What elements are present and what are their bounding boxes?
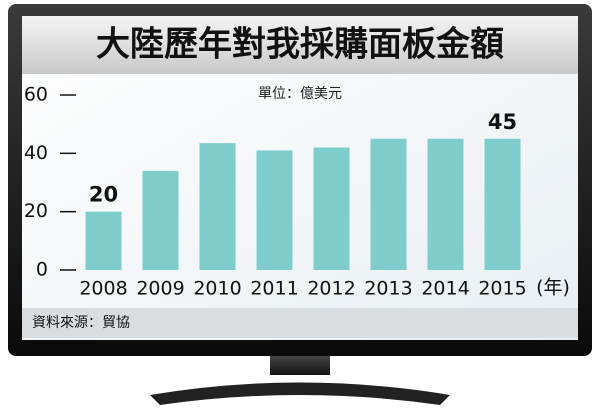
value-label: 20 [89, 183, 118, 207]
title-band [22, 16, 578, 74]
y-tick-label: 40 [24, 142, 48, 164]
bar [484, 138, 521, 270]
x-unit: (年) [536, 277, 570, 299]
bar [370, 138, 407, 270]
bar [85, 211, 122, 270]
bar [256, 150, 293, 270]
bar [313, 147, 350, 270]
y-tick-label: 0 [36, 259, 48, 281]
x-tick-label: 2010 [193, 278, 241, 300]
y-tick-label: 60 [24, 84, 48, 106]
x-tick-label: 2014 [421, 278, 469, 300]
x-tick-label: 2012 [307, 278, 355, 300]
footer-band [22, 308, 578, 338]
x-tick-label: 2011 [250, 278, 298, 300]
tv-stand [150, 350, 450, 405]
bar [142, 170, 179, 270]
x-tick-label: 2009 [136, 278, 184, 300]
y-tick-label: 20 [24, 200, 48, 222]
x-tick-label: 2013 [364, 278, 412, 300]
unit-label: 單位：億美元 [258, 86, 342, 102]
x-tick-label: 2015 [478, 278, 526, 300]
x-tick-label: 2008 [79, 278, 127, 300]
bar [199, 143, 236, 270]
bar [427, 138, 464, 270]
value-label: 45 [488, 110, 517, 134]
chart-title: 大陸歷年對我採購面板金額 [96, 25, 504, 65]
source: 資料來源：貿協 [32, 315, 130, 331]
